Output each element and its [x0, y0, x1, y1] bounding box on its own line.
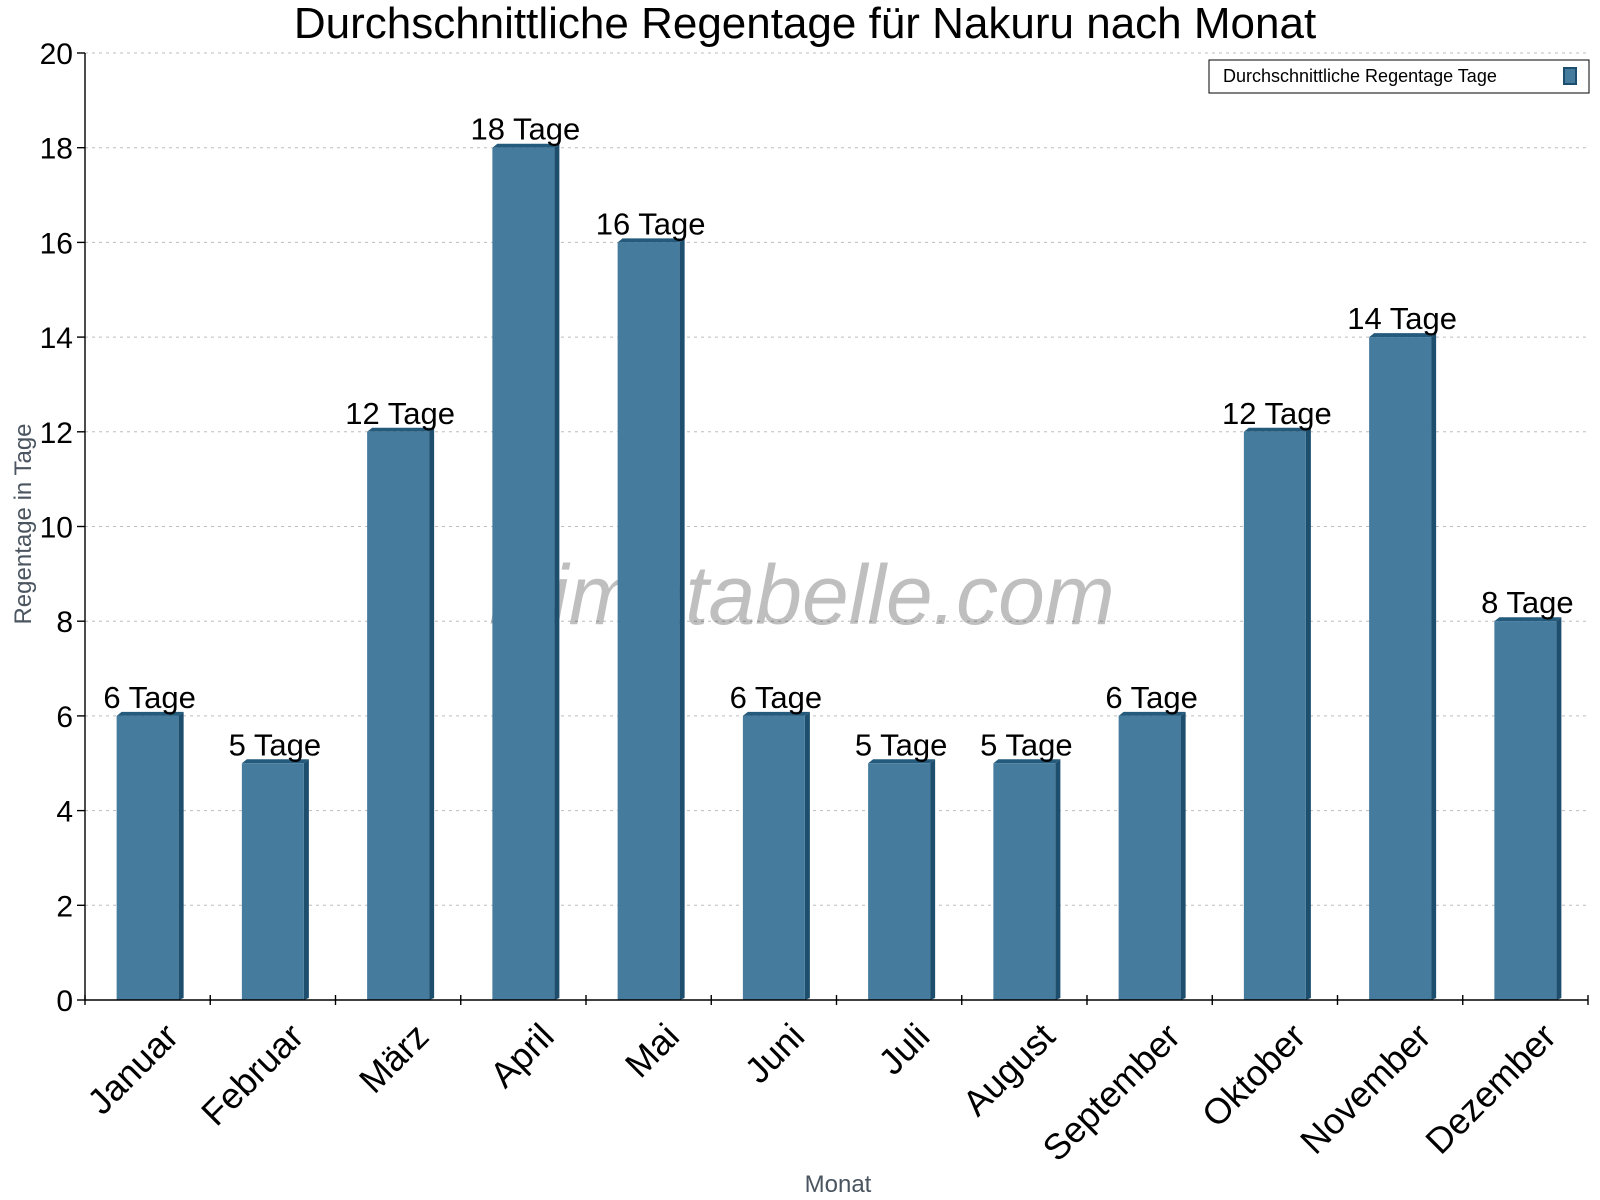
y-tick-label: 16: [40, 227, 73, 260]
x-tick-label: April: [482, 1015, 562, 1095]
bar: [868, 759, 936, 1000]
bar-front: [868, 763, 931, 1000]
bar-front: [1369, 337, 1432, 1001]
bar-labels: 6 Tage 5 Tage 12 Tage 18 Tage 16 Tage 6 Tage 5…: [103, 112, 1573, 763]
bar-front: [367, 431, 430, 1000]
bar-front: [617, 242, 680, 1000]
y-tick-label: 8: [56, 606, 73, 639]
bar-front: [1118, 715, 1181, 1000]
bar: [993, 759, 1061, 1000]
x-tick-label: Februar: [193, 1015, 311, 1133]
x-tick-label: August: [954, 1015, 1062, 1123]
bar-value-label: 16 Tage: [596, 206, 706, 241]
legend-swatch: [1563, 67, 1577, 85]
bar-side: [554, 143, 560, 1000]
x-tick-label: März: [351, 1015, 437, 1101]
grid-lines: [85, 52, 1588, 906]
x-tick-label: Dezember: [1417, 1015, 1563, 1161]
bar-side: [1180, 711, 1186, 1000]
y-tick-label: 6: [56, 701, 73, 734]
y-tick-label: 12: [40, 417, 73, 450]
bar-side: [1305, 427, 1311, 1000]
bar-value-label: 5 Tage: [855, 727, 948, 762]
bar: [241, 759, 309, 1000]
x-tick-label: Juli: [870, 1015, 937, 1082]
bar-front: [742, 715, 805, 1000]
bar-top: [116, 711, 184, 716]
x-tick-label: Januar: [79, 1015, 186, 1122]
bar: [116, 711, 184, 1000]
x-tick-label: September: [1034, 1015, 1188, 1169]
bar-value-label: 5 Tage: [229, 727, 322, 762]
bar-front: [116, 715, 179, 1000]
bar: [1243, 427, 1311, 1000]
y-tick-label: 10: [40, 512, 73, 545]
bar-value-label: 18 Tage: [470, 112, 580, 147]
bar-front: [993, 763, 1056, 1000]
bar-value-label: 14 Tage: [1347, 301, 1457, 336]
bar-value-label: 12 Tage: [345, 396, 455, 431]
bar-side: [1055, 759, 1061, 1000]
y-tick-label: 0: [56, 985, 73, 1018]
bar: [367, 427, 435, 1000]
bar-side: [930, 759, 936, 1000]
bar-top: [1494, 617, 1562, 622]
bar-value-label: 12 Tage: [1222, 396, 1332, 431]
x-tick-label: Juni: [737, 1015, 813, 1091]
bars: [116, 143, 1562, 1001]
bar-top: [1243, 427, 1311, 432]
bar-side: [429, 427, 435, 1000]
bar-top: [993, 759, 1061, 764]
bar: [617, 238, 685, 1000]
bar-value-label: 8 Tage: [1481, 585, 1574, 620]
x-tick-label: Oktober: [1194, 1015, 1314, 1135]
legend-box: [1208, 59, 1590, 94]
x-axis-title: Monat: [805, 1171, 872, 1198]
bar-value-label: 5 Tage: [980, 727, 1073, 762]
bar-top: [868, 759, 936, 764]
legend: Durchschnittliche Regentage Tage: [1208, 59, 1590, 94]
bar-side: [804, 711, 810, 1000]
bar-top: [367, 427, 435, 432]
bar-value-label: 6 Tage: [1105, 680, 1198, 715]
bar-front: [492, 147, 555, 1000]
bar-front: [241, 763, 304, 1000]
bar-front: [1243, 431, 1306, 1000]
bar-top: [617, 238, 685, 243]
bar-side: [1431, 333, 1437, 1001]
chart-title: Durchschnittliche Regentage für Nakuru n…: [294, 0, 1316, 48]
y-tick-label: 14: [40, 322, 73, 355]
y-tick-label: 20: [40, 38, 73, 71]
bar-top: [1369, 333, 1437, 338]
bar-side: [1556, 617, 1562, 1000]
legend-label: Durchschnittliche Regentage Tage: [1223, 66, 1497, 86]
bar-side: [679, 238, 685, 1000]
bar: [1369, 333, 1437, 1001]
bar-top: [492, 143, 560, 148]
x-tick-label: November: [1292, 1015, 1438, 1161]
bar-top: [742, 711, 810, 716]
y-tick-label: 4: [56, 796, 73, 829]
watermark: klimatabelle.com: [489, 548, 1115, 642]
bar-side: [178, 711, 184, 1000]
bar: [742, 711, 810, 1000]
bar-value-label: 6 Tage: [730, 680, 823, 715]
bar-front: [1494, 621, 1557, 1000]
x-tick-label: Mai: [617, 1015, 687, 1085]
bar: [1494, 617, 1562, 1000]
bar: [492, 143, 560, 1000]
y-axis-title: Regentage in Tage: [10, 423, 37, 624]
bar: [1118, 711, 1186, 1000]
y-tick-label: 2: [56, 890, 73, 923]
bar-top: [1118, 711, 1186, 716]
y-tick-label: 18: [40, 133, 73, 166]
bar-value-label: 6 Tage: [103, 680, 196, 715]
bar-top: [241, 759, 309, 764]
bar-side: [303, 759, 309, 1000]
